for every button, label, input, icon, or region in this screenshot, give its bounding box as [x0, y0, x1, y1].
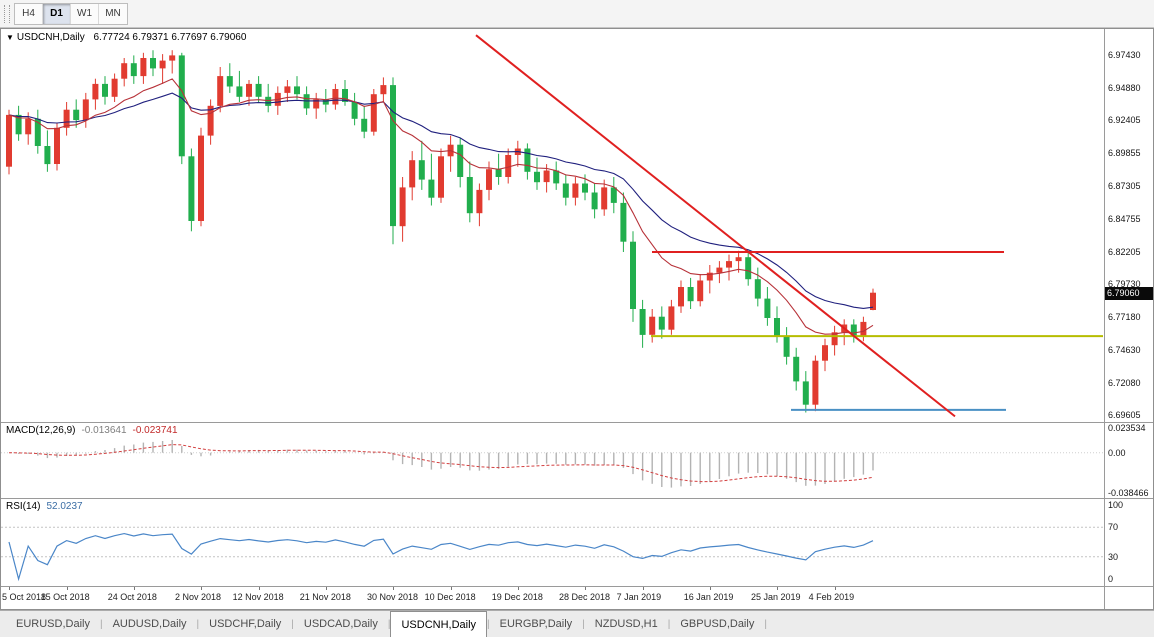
- price-axis-label: 6.94880: [1108, 83, 1141, 93]
- date-tick: [325, 587, 327, 590]
- date-label: 7 Jan 2019: [616, 592, 662, 602]
- tab-separator: |: [387, 618, 391, 630]
- price-axis-label: 6.69605: [1108, 410, 1141, 420]
- date-label: 12 Nov 2018: [232, 592, 284, 602]
- date-label: 28 Dec 2018: [559, 592, 611, 602]
- date-label: 30 Nov 2018: [367, 592, 419, 602]
- rsi-value: 52.0237: [46, 501, 83, 512]
- chart-window: ▼ USDCNH,Daily 6.77724 6.79371 6.77697 6.…: [0, 28, 1154, 610]
- timeframe-group: H4 D1 W1 MN: [14, 2, 128, 25]
- tab-separator: |: [667, 618, 671, 630]
- chart-title: ▼ USDCNH,Daily 6.77724 6.79371 6.77697 6.…: [6, 32, 246, 43]
- date-label: 19 Dec 2018: [491, 592, 543, 602]
- tab-separator: |: [99, 618, 103, 630]
- chart-tabbar: EURUSD,Daily | AUDUSD,Daily | USDCHF,Daily | U…: [0, 610, 1154, 637]
- price-axis-label: 6.89855: [1108, 148, 1141, 158]
- date-tick: [517, 587, 519, 590]
- toolbar-grip-handle[interactable]: [4, 4, 10, 23]
- timeframe-d1-button[interactable]: D1: [43, 3, 71, 24]
- chart-ohlc-values: 6.77724 6.79371 6.77697 6.79060: [93, 32, 247, 43]
- chart-tab-usdcad[interactable]: USDCAD,Daily: [303, 618, 378, 630]
- chart-tab-usdcnh[interactable]: USDCNH,Daily: [390, 611, 488, 637]
- macd-axis-label: -0.038466: [1108, 488, 1149, 498]
- rsi-axis-label: 30: [1108, 551, 1119, 562]
- date-tick: [834, 587, 836, 590]
- price-axis-label: 6.72080: [1108, 378, 1141, 388]
- panel-splitter[interactable]: [1, 498, 1153, 499]
- date-label: 5 Oct 2018: [2, 592, 47, 602]
- date-label: 10 Dec 2018: [424, 592, 476, 602]
- date-tick: [642, 587, 644, 590]
- price-axis-label: 6.92405: [1108, 115, 1141, 125]
- price-axis-label: 6.87305: [1108, 181, 1141, 191]
- date-tick: [585, 587, 586, 590]
- date-tick: [777, 587, 778, 590]
- tab-separator: |: [764, 618, 767, 630]
- date-tick: [66, 587, 68, 590]
- chart-tab-eurusd[interactable]: EURUSD,Daily: [16, 618, 90, 630]
- date-tick: [258, 587, 260, 590]
- tab-separator: |: [487, 618, 490, 630]
- macd-axis-label: 0.023534: [1108, 423, 1146, 433]
- rsi-axis-label: 70: [1108, 522, 1119, 533]
- macd-label: MACD(12,26,9) -0.013641 -0.023741: [6, 425, 178, 436]
- chart-tab-gbpusd[interactable]: GBPUSD,Daily: [680, 618, 755, 630]
- date-tick: [709, 587, 711, 590]
- price-axis-label: 6.74630: [1108, 345, 1141, 355]
- tab-separator: |: [196, 618, 200, 630]
- date-tick: [201, 587, 202, 590]
- chart-marker-icon: ▼: [6, 33, 14, 42]
- date-axis[interactable]: 5 Oct 2018 15 Oct 2018 24 Oct 2018 2 Nov 20…: [1, 587, 1104, 609]
- rsi-label: RSI(14) 52.0237: [6, 501, 83, 512]
- panel-splitter[interactable]: [1, 422, 1153, 423]
- rsi-name: RSI(14): [6, 501, 41, 512]
- price-axis-label: 6.77180: [1108, 312, 1141, 322]
- chart-tab-usdchf[interactable]: USDCHF,Daily: [209, 618, 282, 630]
- date-tick: [450, 587, 452, 590]
- chart-tab-audusd[interactable]: AUDUSD,Daily: [112, 618, 187, 630]
- macd-main-value: -0.013641: [81, 425, 127, 436]
- date-label: 24 Oct 2018: [107, 592, 157, 602]
- right-axis[interactable]: 6.97430 6.94880 6.92405 6.89855 6.87305 6.847…: [1105, 29, 1153, 609]
- axis-separator: [1104, 29, 1105, 609]
- chart-tab-nzdusd[interactable]: NZDUSD,H1: [594, 618, 658, 630]
- price-axis-label: 6.84755: [1108, 214, 1141, 224]
- tab-separator: |: [582, 618, 585, 630]
- date-label: 4 Feb 2019: [808, 592, 855, 602]
- macd-axis-label: 0.00: [1108, 447, 1126, 458]
- macd-signal-value: -0.023741: [132, 425, 178, 436]
- rsi-axis-label: 100: [1108, 500, 1124, 510]
- date-label: 16 Jan 2019: [683, 592, 734, 602]
- price-axis-label: 6.79730: [1108, 279, 1141, 289]
- current-price-badge: 6.79060: [1105, 287, 1153, 300]
- descending-trendline: [475, 34, 956, 418]
- macd-name: MACD(12,26,9): [6, 425, 76, 436]
- date-tick: [133, 587, 135, 590]
- date-tick: [9, 587, 10, 590]
- price-axis-label: 6.97430: [1108, 50, 1141, 60]
- chart-tab-eurgbp[interactable]: EURGBP,Daily: [499, 618, 573, 630]
- date-tick: [393, 587, 394, 590]
- tab-separator: |: [291, 618, 294, 630]
- macd-plot[interactable]: [1, 423, 1104, 498]
- timeframe-toolbar: H4 D1 W1 MN: [0, 0, 1154, 28]
- date-label: 2 Nov 2018: [175, 592, 222, 602]
- date-label: 21 Nov 2018: [299, 592, 351, 602]
- chart-symbol-label: USDCNH,Daily: [16, 32, 85, 43]
- timeframe-mn-button[interactable]: MN: [99, 4, 127, 24]
- rsi-axis-label: 0: [1108, 574, 1114, 584]
- timeframe-w1-button[interactable]: W1: [71, 3, 99, 24]
- rsi-plot[interactable]: [1, 499, 1104, 586]
- date-label: 15 Oct 2018: [40, 592, 90, 602]
- date-label: 25 Jan 2019: [751, 592, 801, 602]
- timeframe-h4-button[interactable]: H4: [15, 3, 43, 24]
- price-axis-label: 6.82205: [1108, 247, 1141, 257]
- main-plot[interactable]: [1, 29, 1104, 422]
- panel-splitter[interactable]: [1, 586, 1153, 587]
